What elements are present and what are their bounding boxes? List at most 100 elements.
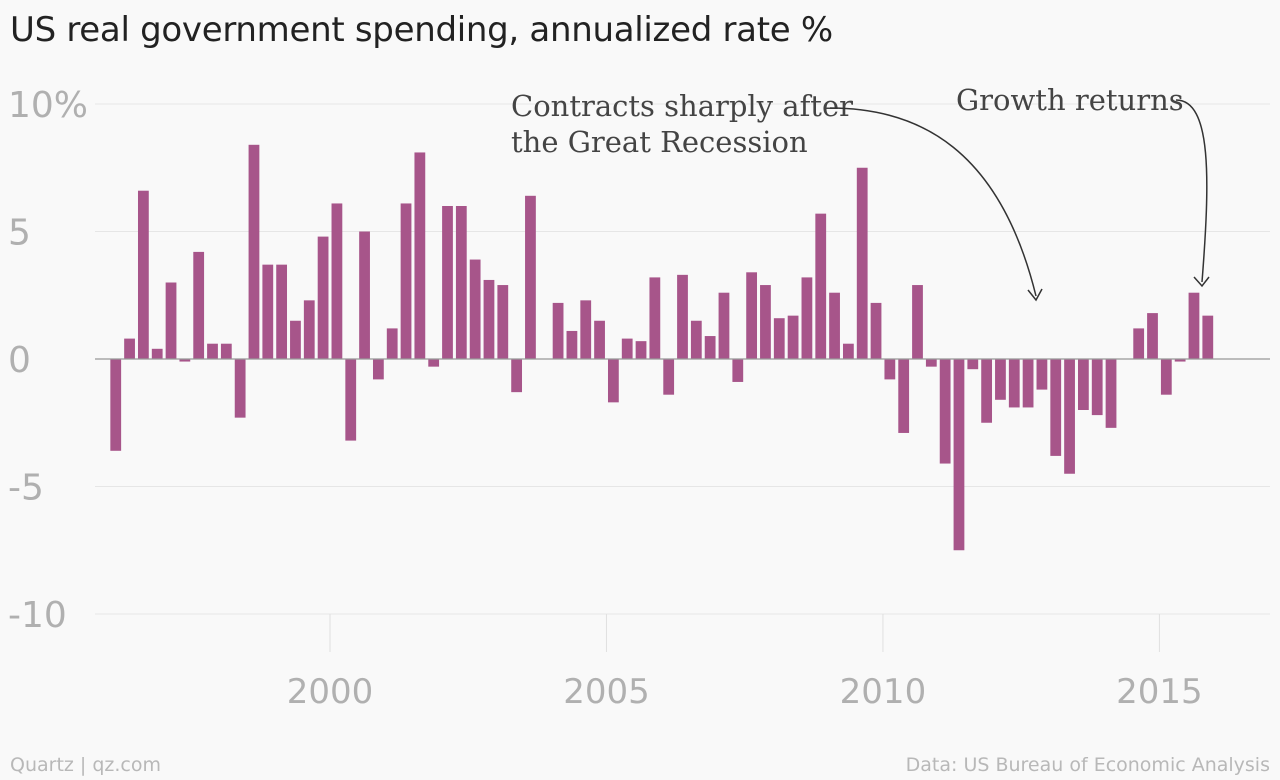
bar [1188,292,1200,359]
bar [1022,359,1034,408]
bar [193,251,205,359]
bar [414,152,426,359]
bar [925,359,937,367]
bar [248,144,260,359]
bar [801,277,813,359]
y-axis-labels: 10% 5 0 -5 -10 [8,85,88,636]
bar [511,359,523,393]
bar [262,264,274,359]
y-tick-label: -10 [8,595,67,636]
bar [787,315,799,359]
bar [303,300,315,359]
bar [1077,359,1089,410]
arrow-head [1027,288,1043,302]
y-tick-label: -5 [8,468,44,509]
x-axis-labels: 2000 2005 2010 2015 [287,672,1203,712]
annotation-arrow [829,107,1037,297]
bar [981,359,993,423]
bar [995,359,1006,400]
bar [497,285,509,359]
bar [566,330,578,359]
bar [1036,359,1048,390]
bar [372,359,384,380]
bar [552,302,564,359]
source-text: Data: US Bureau of Economic Analysis [905,754,1270,776]
chart-title: US real government spending, annualized … [10,10,833,50]
bar [870,302,882,359]
bar [137,190,149,359]
bar [690,320,702,359]
bar [649,277,661,359]
annotation-text: Contracts sharply after [511,89,853,123]
bar [1064,359,1075,474]
grid-lines [95,103,1270,615]
bar [773,318,785,359]
bar [345,359,357,441]
bar [110,359,122,451]
bar [953,359,965,551]
bar [1050,359,1062,456]
annotation-arrow [1175,99,1208,283]
bar [179,359,191,362]
bar [580,300,592,359]
bar [912,285,923,359]
bar [1147,313,1158,359]
bar [842,343,854,359]
bar [884,359,896,380]
y-tick-label: 5 [8,213,31,254]
x-tick-label: 2015 [1116,672,1203,712]
bar [1202,315,1214,359]
bar [290,320,301,359]
bar [151,348,163,359]
x-axis-ticks [329,614,1160,652]
bar [594,320,605,359]
bar [967,359,979,370]
annotation-text: Growth returns [956,83,1184,117]
bar [483,279,495,359]
bar [621,338,633,359]
bar [663,359,675,395]
bar [469,259,481,359]
bar [732,359,744,382]
bar [815,213,827,359]
bar [704,336,716,359]
bar [359,231,370,359]
x-tick-label: 2005 [563,672,650,712]
bar [746,272,758,359]
bar-chart: 10% 5 0 -5 -10 2000 2005 2010 2015 Contracts sh… [8,83,1270,712]
bar [442,206,453,359]
bar [276,264,288,359]
bar [428,359,440,367]
bar [124,338,135,359]
bar [331,203,343,359]
bar [525,195,536,359]
bar [1174,359,1186,362]
annotation-text: the Great Recession [511,125,808,159]
bar [607,359,619,403]
bars [110,144,1214,551]
x-tick-label: 2000 [287,672,374,712]
credit-text: Quartz | qz.com [10,754,162,776]
bar [317,236,329,359]
bar [207,343,218,359]
bar [1008,359,1020,408]
bar [718,292,730,359]
bar [1160,359,1172,395]
arrow-head [1193,276,1210,288]
bar [1091,359,1103,416]
y-tick-label: 0 [8,340,31,381]
bar [386,328,398,359]
bar [1105,359,1117,428]
bar [635,341,647,359]
bar [829,292,840,359]
x-tick-label: 2010 [840,672,927,712]
bar [760,285,771,359]
bar [400,203,412,359]
bar [677,274,688,359]
bar [1133,328,1145,359]
bar [455,206,467,359]
bar [856,167,868,359]
bar [234,359,246,418]
bar [165,282,177,359]
